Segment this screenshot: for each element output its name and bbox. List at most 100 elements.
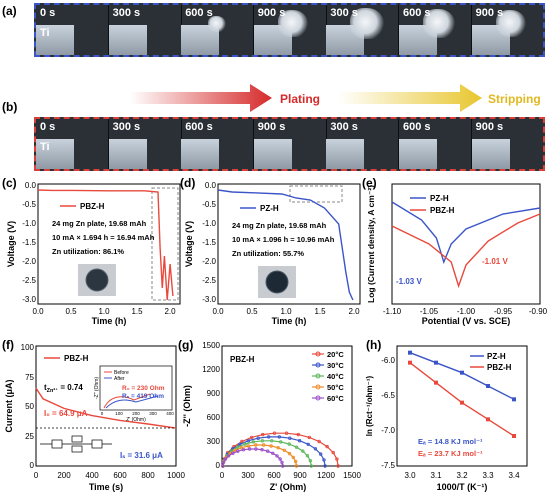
frame-6: 900 s [471, 5, 543, 55]
g-point [254, 447, 258, 451]
frame-3: 900 s [253, 5, 327, 55]
g-legend-0: 20°C [327, 350, 344, 359]
d-zn-disc [265, 270, 289, 294]
h-ytick-2: -7.0 [381, 426, 395, 435]
frame-time-label: 600 s [403, 7, 431, 19]
frame-time-label: 300 s [112, 121, 141, 133]
g-point [223, 457, 228, 461]
f-series-line [35, 387, 177, 429]
e-xtick-0: -1.10 [383, 307, 402, 316]
g-point [282, 448, 286, 452]
d-note1: 24 mg Zn plate, 19.68 mAh [232, 221, 327, 230]
d-plot-frame [217, 183, 361, 305]
frame-4: 300 s [326, 5, 400, 55]
g-point [331, 450, 335, 455]
f-ytick-1: 25 [25, 432, 34, 441]
g-point [288, 436, 292, 440]
chart-e: -1.10 -1.05 -1.00 -0.95 -0.90 PZ-H PBZ-H… [366, 183, 548, 326]
g-xtick-5: 1500 [343, 471, 361, 480]
g-series [221, 431, 340, 468]
d-ylabel: Voltage (V) [184, 221, 194, 267]
chart-h: 3.0 3.1 3.2 3.3 3.4 -6.0 -6.5 -7.0 -7.5 … [365, 345, 528, 492]
f-inset-xtick-1: 100 [115, 411, 123, 416]
e-xtick-2: -1.00 [457, 307, 476, 316]
e-legend-0: PZ-H [430, 194, 449, 203]
g-point [269, 444, 273, 448]
ti-electrode [399, 139, 437, 169]
g-ytick-1: 300 [207, 437, 221, 446]
f-inset-ylabel: -Z'' (Ohm) [94, 377, 100, 400]
stripping-arrow [338, 84, 482, 112]
ti-electrode [36, 25, 74, 55]
c-ytick-0: 0.0 [25, 181, 37, 190]
chart-f: 0 200 400 600 800 1000 0 25 50 75 100 PB… [4, 343, 185, 492]
g-legend-4: 60°C [327, 394, 344, 403]
f-inset-xtick-3: 300 [149, 411, 157, 416]
c-ytick-4: -2.0 [22, 257, 36, 266]
g-point [249, 435, 254, 440]
frame-6: 900 s [471, 119, 543, 169]
d-ytick-1: -0.5 [202, 200, 216, 209]
c-ytick-3: -1.5 [22, 238, 36, 247]
frame-time-label: 0 s [40, 7, 56, 19]
e-series-line-pbz [391, 213, 541, 289]
g-point [246, 444, 250, 448]
d-ytick-3: -1.5 [202, 238, 216, 247]
h-xtick-1: 3.1 [430, 471, 442, 480]
h-xtick-3: 3.3 [482, 471, 494, 480]
frame-time-label: 900 s [475, 121, 504, 133]
f-ytick-0: 0 [30, 461, 35, 470]
f-r0: R₀ = 230 Ohm [122, 385, 165, 392]
g-point [275, 454, 279, 458]
g-point [280, 460, 284, 465]
h-point [460, 370, 464, 375]
h-point [434, 360, 438, 365]
ti-label: Ti [40, 141, 50, 153]
f-t: t [44, 383, 47, 392]
ti-electrode [181, 139, 220, 169]
frame-0: 0 s Ti [36, 119, 109, 169]
g-point [323, 464, 327, 468]
c-xlabel: Time (h) [92, 316, 127, 326]
frame-time-label: 0 s [40, 121, 56, 133]
h-ytick-3: -7.5 [381, 461, 395, 470]
panel-label-f: (f) [2, 338, 14, 352]
frame-time-label: 900 s [257, 7, 286, 19]
frame-4: 300 s [326, 119, 400, 169]
stripping-label: Stripping [488, 92, 541, 106]
f-transference: tZn²⁺ = 0.74 [44, 383, 83, 394]
f-plot-frame [35, 345, 177, 467]
process-arrows: Plating Stripping [130, 84, 541, 112]
g-point [251, 440, 256, 444]
chart-c: 0.0 0.5 1.0 1.5 2.0 0.0 -0.5 -1.0 -1.5 -… [6, 181, 181, 326]
c-series [37, 189, 174, 301]
g-point [336, 464, 340, 468]
c-ylabel: Voltage (V) [6, 221, 16, 267]
g-legend-2: 40°C [327, 372, 344, 381]
c-plot-frame [37, 183, 181, 305]
d-zoom-box [289, 185, 343, 203]
g-point [266, 435, 271, 439]
f-ytick-2: 50 [25, 402, 34, 411]
h-point [512, 397, 516, 402]
g-point [278, 440, 283, 444]
g-point [301, 449, 305, 453]
g-series-4 [222, 448, 284, 467]
panel-label-a: (a) [2, 4, 17, 18]
g-point [254, 443, 258, 447]
g-point [256, 436, 260, 440]
zn-deposit [207, 16, 226, 33]
panel-label-h: (h) [366, 338, 382, 352]
g-xtick-0: 0 [220, 471, 225, 480]
f-inset-xtick-4: 400 [166, 411, 174, 416]
f-inset-series [103, 393, 159, 409]
frame-3: 900 s [253, 119, 327, 169]
c-ytick-5: -2.5 [22, 276, 36, 285]
h-point [512, 434, 516, 438]
f-circuit-r2 [71, 435, 83, 443]
g-point [276, 445, 280, 450]
ti-electrode [108, 25, 147, 55]
g-point [221, 464, 225, 468]
g-point [294, 445, 299, 449]
d-ytick-5: -2.5 [202, 276, 216, 285]
